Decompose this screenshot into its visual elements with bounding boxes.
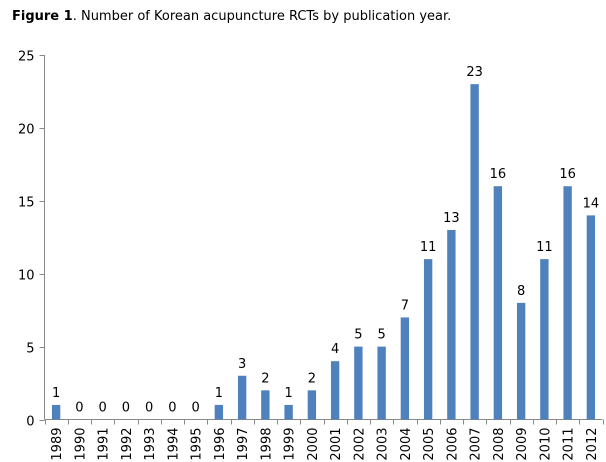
data-label-1994: 0 [168, 401, 176, 416]
x-tick-label-2012: 2012 [585, 428, 600, 461]
data-label-2001: 4 [331, 342, 339, 357]
x-tick-label-2006: 2006 [445, 428, 460, 461]
data-label-1991: 0 [98, 401, 106, 416]
bar-2010 [540, 259, 549, 420]
data-label-1992: 0 [122, 401, 130, 416]
x-tick-label-1998: 1998 [259, 428, 274, 461]
bar-series [51, 84, 596, 420]
data-label-2006: 13 [443, 211, 460, 226]
x-tick-label-1993: 1993 [143, 428, 158, 461]
data-label-2010: 11 [536, 240, 553, 255]
data-label-2003: 5 [377, 328, 385, 343]
bar-2006 [447, 229, 456, 420]
x-tick-label-1989: 1989 [50, 428, 65, 461]
x-tick-label-2005: 2005 [422, 428, 437, 461]
y-tick-label: 20 [18, 123, 35, 138]
data-label-1995: 0 [191, 401, 199, 416]
x-tick-label-2007: 2007 [469, 428, 484, 461]
x-tick-label-2004: 2004 [399, 428, 414, 461]
data-label-2011: 16 [559, 167, 576, 182]
x-tick-label-2009: 2009 [515, 428, 530, 461]
data-label-1998: 2 [261, 371, 269, 386]
bar-1996 [214, 404, 224, 420]
bar-2001 [330, 361, 340, 420]
x-tick-label-2003: 2003 [376, 428, 391, 461]
data-label-1999: 1 [284, 386, 292, 401]
data-label-2005: 11 [420, 240, 437, 255]
x-tick-label-2001: 2001 [329, 428, 344, 461]
bar-1999 [284, 404, 293, 420]
bar-1997 [237, 375, 247, 420]
x-tick-label-1992: 1992 [120, 428, 135, 461]
data-label-2008: 16 [490, 167, 507, 182]
x-tick-label-1991: 1991 [97, 428, 112, 461]
data-label-1993: 0 [145, 401, 153, 416]
bar-2002 [354, 346, 363, 420]
bar-2003 [377, 346, 386, 420]
y-tick-label: 0 [26, 415, 34, 430]
figure-caption: Figure 1. Number of Korean acupuncture R… [12, 9, 451, 25]
bar-2011 [563, 186, 572, 420]
data-label-2007: 23 [466, 65, 483, 80]
x-tick-label-1994: 1994 [166, 428, 181, 461]
data-label-2004: 7 [401, 298, 409, 313]
x-axis: 1989 1990 1991 1992 1993 1994 1995 1996 1997 1998… [44, 419, 604, 461]
y-tick-label: 10 [18, 269, 35, 284]
x-tick-label-1997: 1997 [236, 428, 251, 461]
data-label-1989: 1 [52, 386, 60, 401]
data-label-2000: 2 [308, 371, 316, 386]
bar-2008 [493, 186, 503, 420]
bar-1989 [51, 404, 61, 420]
data-label-2012: 14 [583, 196, 600, 211]
data-label-1996: 1 [215, 386, 223, 401]
x-tick-label-2011: 2011 [562, 428, 577, 461]
x-tick-label-2002: 2002 [352, 428, 367, 461]
figure-caption-text: . Number of Korean acupuncture RCTs by p… [72, 9, 452, 24]
bar-2005 [423, 259, 433, 420]
bar-2007 [470, 84, 479, 420]
figure-label: Figure 1 [12, 9, 73, 24]
y-tick-label: 15 [18, 196, 35, 211]
x-tick-label-2000: 2000 [306, 428, 321, 461]
data-label-1990: 0 [75, 401, 83, 416]
data-label-1997: 3 [238, 357, 246, 372]
bar-2004 [400, 317, 410, 420]
x-tick-label-1999: 1999 [283, 428, 298, 461]
bar-2000 [307, 390, 317, 420]
bar-1998 [261, 390, 270, 420]
bar-2009 [516, 302, 526, 420]
y-axis: 0 5 10 15 20 25 [18, 50, 45, 430]
y-tick-label: 25 [18, 50, 35, 65]
data-label-2009: 8 [517, 284, 525, 299]
x-tick-label-2010: 2010 [538, 428, 553, 461]
x-tick-label-2008: 2008 [492, 428, 507, 461]
x-tick-label-1990: 1990 [73, 428, 88, 461]
x-tick-label-1996: 1996 [213, 428, 228, 461]
data-label-2002: 5 [354, 328, 362, 343]
y-tick-label: 5 [26, 342, 34, 357]
x-tick-label-1995: 1995 [190, 428, 205, 461]
bar-2012 [586, 215, 596, 420]
